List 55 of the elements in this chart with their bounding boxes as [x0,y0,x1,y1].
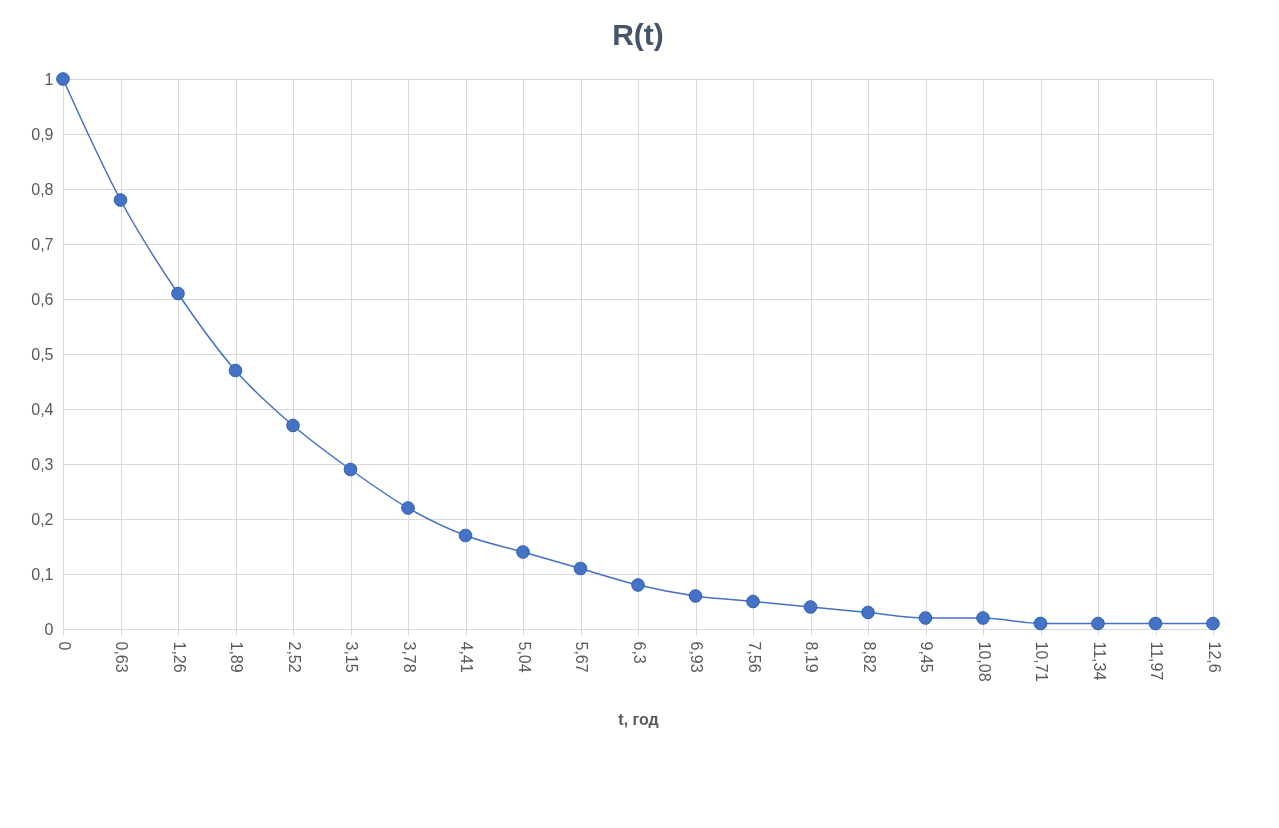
point [228,363,243,378]
point [688,589,703,603]
y-tick-label: 0,5 [31,345,54,363]
x-tick-label: 3,78 [400,641,418,673]
x-tick-label: 4,41 [458,641,475,673]
x-tick-label: 10,71 [1033,641,1050,682]
point [56,72,70,86]
point [803,600,818,614]
point [401,501,415,515]
x-tick-label: 5,04 [515,641,533,673]
x-tick-label: 1,89 [228,641,245,673]
point [1091,616,1105,631]
x-tick-label: 6,93 [688,641,705,673]
x-tick-label: 11,34 [1090,641,1108,681]
point [631,578,645,592]
point [1206,616,1220,631]
point [1148,616,1163,631]
x-axis-title: t, год [618,710,659,728]
x-tick-label: 9,45 [918,641,935,673]
chart-title: R(t) [612,17,664,51]
x-tick-label: 5,67 [573,641,590,673]
point [746,594,760,609]
point [343,462,358,477]
x-tick-label: 2,52 [285,641,303,673]
point [171,286,185,301]
x-tick-label: 6,3 [630,641,648,664]
y-tick-label: 0,2 [31,510,54,528]
x-tick-label: 3,15 [343,641,360,673]
point [113,193,128,207]
point [861,605,875,620]
y-tick-label: 0,1 [31,565,54,583]
y-tick-label: 0 [44,620,54,638]
x-tick-label: 8,19 [803,641,820,673]
y-tick-label: 0,7 [31,235,54,253]
point [976,611,990,625]
y-tick-label: 0,8 [31,180,54,198]
x-tick-label: 8,82 [860,641,878,673]
y-tick-label: 1 [44,70,54,88]
x-tick-label: 10,08 [975,641,993,682]
y-tick-label: 0,3 [31,455,54,473]
y-tick-label: 0,9 [31,125,54,143]
point [516,545,530,559]
point [286,418,300,433]
point [1033,616,1048,631]
x-tick-label: 1,26 [170,641,188,673]
x-tick-label: 0 [55,641,73,651]
x-tick-label: 7,56 [745,641,763,673]
point [573,561,588,576]
y-tick-label: 0,6 [31,290,54,308]
point [918,611,933,625]
x-tick-label: 11,97 [1148,641,1165,681]
y-tick-label: 0,4 [31,400,54,418]
x-tick-label: 12,6 [1205,641,1223,673]
point [458,528,473,543]
x-tick-label: 0,63 [113,641,130,673]
